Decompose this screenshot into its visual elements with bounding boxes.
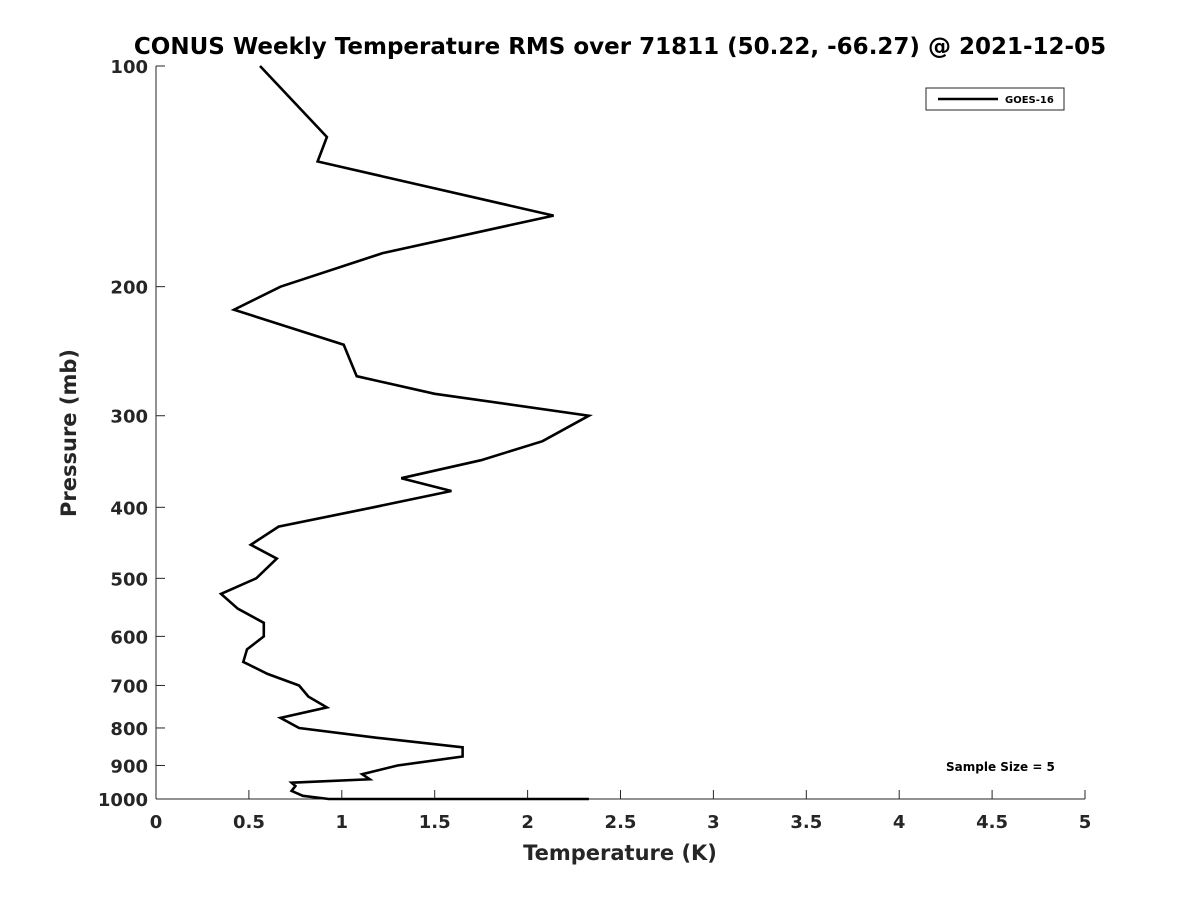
x-tick-label: 2.5 [605,812,637,833]
y-ticks: 100 200 300 400 500 600 700 800 900 1000 [98,57,165,811]
y-axis-label: Pressure (mb) [57,349,81,517]
x-tick-label: 5 [1079,812,1092,833]
x-tick-label: 1 [336,812,349,833]
y-tick-label: 300 [110,407,148,428]
x-tick-label: 3 [707,812,720,833]
x-tick-label: 2 [521,812,534,833]
x-tick-label: 3.5 [790,812,822,833]
series-group [218,65,593,801]
x-tick-label: 0 [150,812,163,833]
y-tick-label: 400 [110,498,148,519]
y-tick-label: 700 [110,676,148,697]
y-tick-label: 1000 [98,790,148,811]
y-tick-label: 900 [110,756,148,777]
y-tick-label: 600 [110,627,148,648]
sample-size-annotation: Sample Size = 5 [946,760,1055,774]
x-tick-label: 1.5 [419,812,451,833]
legend-label-goes-16: GOES-16 [1005,95,1054,106]
y-tick-label: 800 [110,719,148,740]
chart-title: CONUS Weekly Temperature RMS over 71811 … [134,34,1106,60]
y-tick-label: 200 [110,278,148,299]
x-tick-label: 0.5 [233,812,265,833]
y-tick-label: 100 [110,57,148,78]
series-line-goes-16 [218,65,593,801]
x-axis-label: Temperature (K) [523,841,717,865]
x-ticks: 0 0.5 1 1.5 2 2.5 3 3.5 4 4.5 5 [150,790,1092,833]
x-tick-label: 4 [893,812,906,833]
x-tick-label: 4.5 [976,812,1008,833]
legend: GOES-16 [925,87,1065,111]
y-tick-label: 500 [110,569,148,590]
